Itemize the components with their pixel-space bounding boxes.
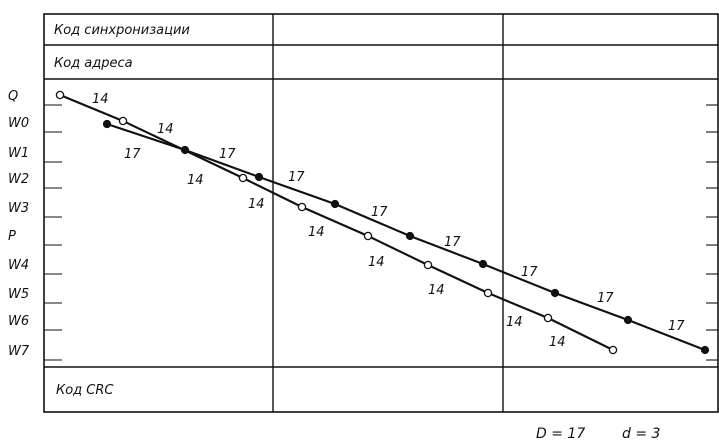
filled-point-marker — [478, 259, 488, 269]
label-17: 17 — [597, 291, 614, 306]
row-label-w7: W7 — [8, 344, 30, 359]
label-14: 14 — [92, 92, 109, 107]
filled-point-marker — [623, 315, 633, 325]
row-label-w2: W2 — [8, 172, 29, 187]
label-17: 17 — [124, 147, 141, 162]
row-label-w5: W5 — [8, 287, 29, 302]
label-14: 14 — [549, 335, 566, 350]
row-label-w0: W0 — [8, 116, 29, 131]
label-14: 14 — [248, 197, 265, 212]
label-17: 17 — [219, 147, 236, 162]
filled-point-marker — [254, 172, 264, 182]
filled-point-marker — [180, 145, 190, 155]
open-point-marker — [483, 288, 493, 298]
label-17: 17 — [288, 170, 305, 185]
row-label-w6: W6 — [8, 314, 29, 329]
label-17: 17 — [521, 265, 538, 280]
filled-point-marker — [700, 345, 710, 355]
open-point-marker — [423, 260, 433, 270]
line-14-path — [59, 94, 614, 351]
label-17: 17 — [444, 235, 461, 250]
label-17: 17 — [371, 205, 388, 220]
filled-point-marker — [102, 119, 112, 129]
open-point-marker — [608, 345, 618, 355]
sync-code-label: Код синхронизации — [54, 23, 190, 38]
row-label-w1: W1 — [8, 146, 29, 161]
crc-code-label: Код CRC — [56, 383, 114, 398]
segment-labels: 14 14 14 14 14 14 14 14 14 17 17 17 17 17 17 17 17 — [92, 92, 685, 350]
open-point-marker — [118, 116, 128, 126]
row-label-w3: W3 — [8, 201, 29, 216]
label-14: 14 — [428, 283, 445, 298]
row-labels: Q W0 W1 W2 W3 P W4 W5 W6 W7 — [8, 89, 30, 359]
row-label-p: P — [8, 229, 16, 244]
label-14: 14 — [368, 255, 385, 270]
label-14: 14 — [308, 225, 325, 240]
label-14: 14 — [187, 173, 204, 188]
open-point-marker — [543, 313, 553, 323]
filled-point-marker — [405, 231, 415, 241]
label-14: 14 — [506, 315, 523, 330]
label-14: 14 — [157, 122, 174, 137]
open-point-marker — [297, 202, 307, 212]
param-D: D = 17 — [536, 426, 585, 442]
row-label-w4: W4 — [8, 258, 29, 273]
tick-marks — [44, 104, 718, 361]
row-label-q: Q — [8, 89, 18, 104]
label-17: 17 — [668, 319, 685, 334]
line-17-path — [106, 123, 706, 351]
point-markers — [55, 90, 710, 355]
param-d: d = 3 — [622, 426, 660, 442]
open-point-marker — [238, 173, 248, 183]
filled-point-marker — [550, 288, 560, 298]
open-point-marker — [363, 231, 373, 241]
open-point-marker — [55, 90, 65, 100]
diagram-frame — [43, 13, 719, 413]
filled-point-marker — [330, 199, 340, 209]
address-code-label: Код адреса — [54, 56, 133, 71]
